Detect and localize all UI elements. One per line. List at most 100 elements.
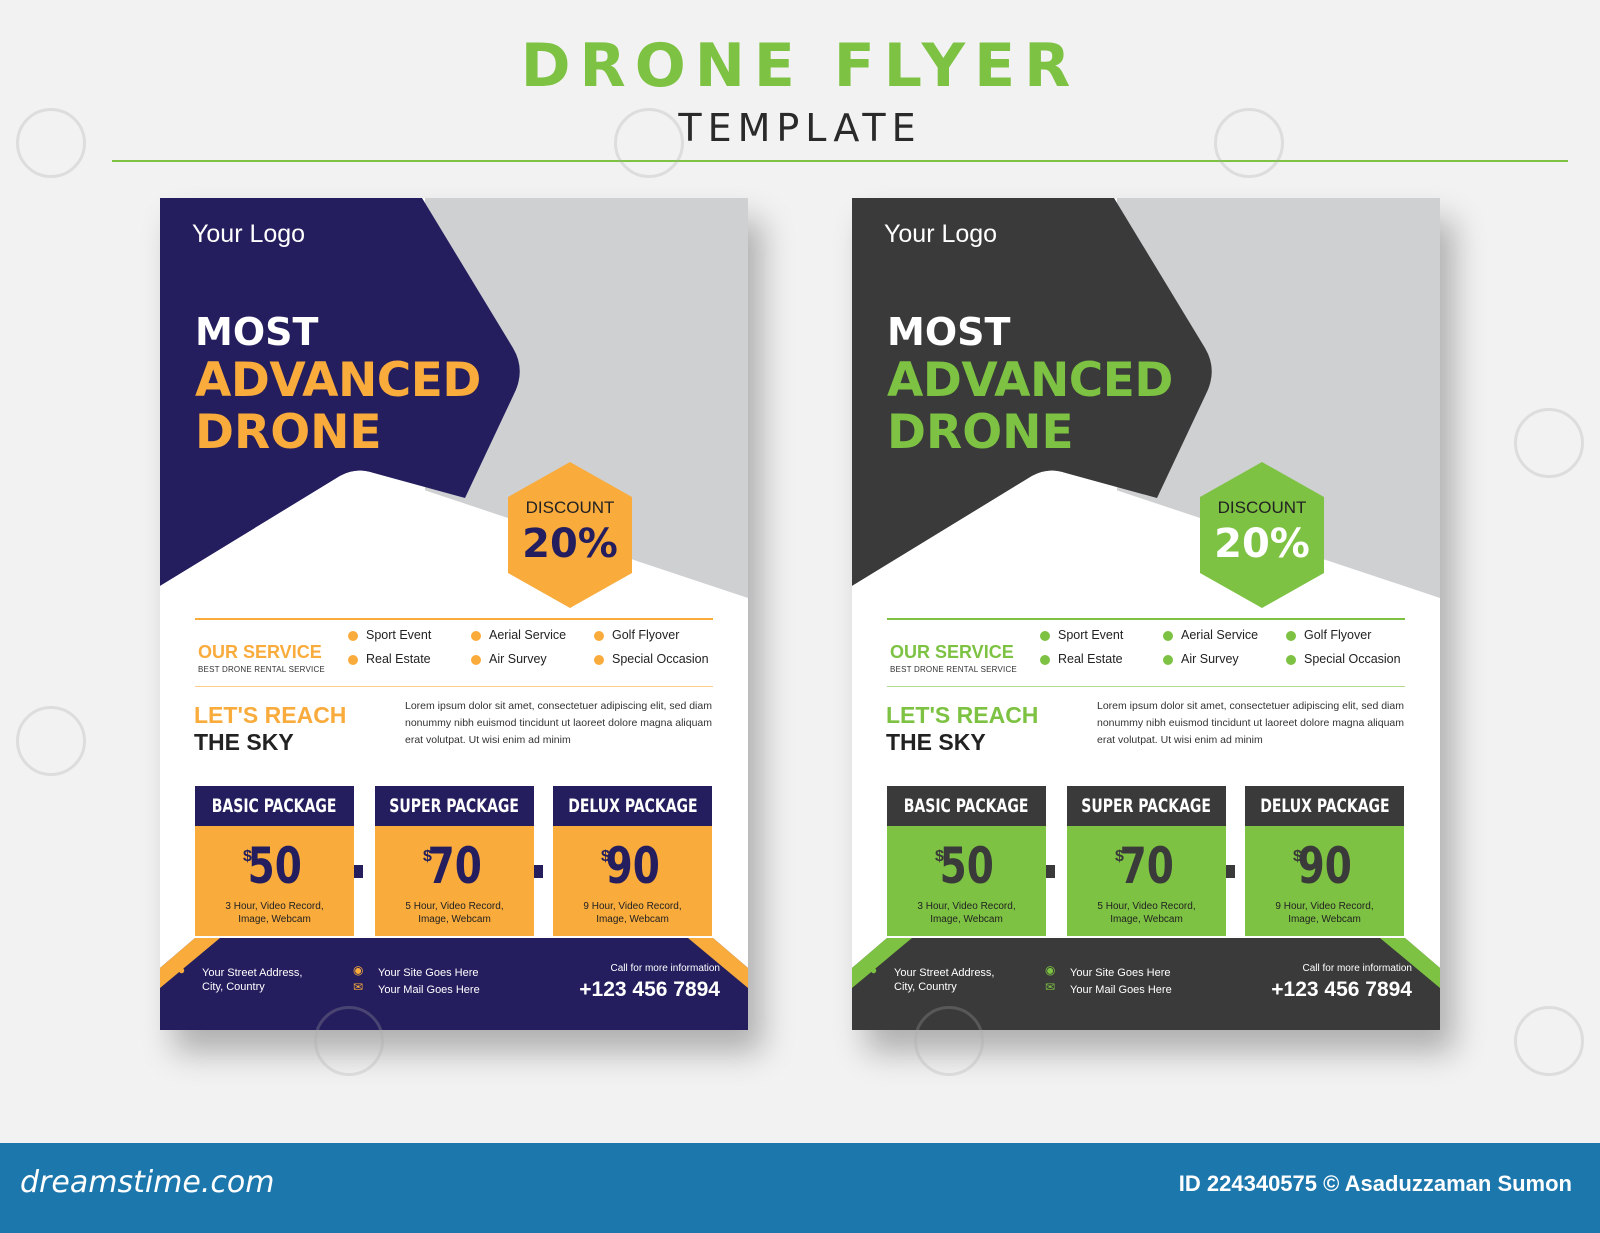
watermark-logo — [1214, 108, 1284, 178]
watermark-logo — [1514, 408, 1584, 478]
address: Your Street Address, City, Country — [202, 967, 303, 993]
title-most: MOST — [887, 310, 1011, 354]
website: Your Site Goes Here — [1070, 967, 1171, 979]
reach-title: LET'S REACH — [194, 702, 347, 728]
discount-value: 20% — [1214, 521, 1310, 567]
service-title: OUR SERVICE — [890, 642, 1014, 662]
service-item: Sport Event — [1040, 628, 1123, 642]
address: Your Street Address, City, Country — [894, 967, 995, 993]
email: Your Mail Goes Here — [1070, 984, 1172, 996]
reach-title: LET'S REACH — [886, 702, 1039, 728]
package-desc: 3 Hour, Video Record, Image, Webcam — [917, 901, 1016, 925]
title-drone: DRONE — [887, 405, 1074, 460]
watermark-logo — [914, 1006, 984, 1076]
service-item: Special Occasion — [594, 652, 709, 666]
flyer-green: Your Logo MOST ADVANCED DRONE DISCOUNT 2… — [852, 198, 1440, 1030]
bullet-icon — [471, 631, 481, 641]
email: Your Mail Goes Here — [378, 984, 480, 996]
bullet-icon — [594, 655, 604, 665]
divider-bottom — [195, 686, 713, 687]
bullet-icon — [471, 655, 481, 665]
divider-top — [887, 618, 1405, 620]
package-card-basic: $ 50 3 Hour, Video Record, Image, Webcam — [195, 826, 354, 936]
package-desc: 9 Hour, Video Record, Image, Webcam — [583, 901, 682, 925]
location-pin-icon: ● — [178, 963, 186, 977]
package-header-super: SUPER PACKAGE — [1067, 786, 1226, 826]
package-card-delux: $ 90 9 Hour, Video Record, Image, Webcam — [553, 826, 712, 936]
service-item: Special Occasion — [1286, 652, 1401, 666]
reach-subtitle: THE SKY — [194, 729, 294, 755]
service-item: Real Estate — [348, 652, 431, 666]
mail-icon: ✉ — [353, 980, 364, 994]
currency-symbol: $ — [935, 848, 944, 865]
watermark-logo — [1514, 1006, 1584, 1076]
phone-number: +123 456 7894 — [579, 978, 720, 1001]
call-label: Call for more information — [610, 963, 720, 974]
discount-value: 20% — [522, 521, 618, 567]
logo-text: Your Logo — [884, 220, 998, 248]
service-item: Aerial Service — [1163, 628, 1258, 642]
currency-symbol: $ — [423, 848, 432, 865]
currency-symbol: $ — [1293, 848, 1302, 865]
title-drone: DRONE — [195, 405, 382, 460]
page-heading: DRONE FLYER TEMPLATE — [0, 30, 1600, 150]
discount-badge: DISCOUNT 20% — [1197, 460, 1327, 610]
service-item: Golf Flyover — [594, 628, 679, 642]
package-price: 90 — [1297, 837, 1352, 895]
website: Your Site Goes Here — [378, 967, 479, 979]
package-card-super: $ 70 5 Hour, Video Record, Image, Webcam — [1067, 826, 1226, 936]
currency-symbol: $ — [1115, 848, 1124, 865]
stock-footer-bar: dreamstime.com ID 224340575 © Asaduzzama… — [0, 1143, 1600, 1233]
service-item: Aerial Service — [471, 628, 566, 642]
service-item: Air Survey — [471, 652, 547, 666]
service-subtitle: BEST DRONE RENTAL SERVICE — [890, 665, 1017, 674]
reach-subtitle: THE SKY — [886, 729, 986, 755]
package-price: 50 — [939, 837, 994, 895]
package-header-basic: BASIC PACKAGE — [195, 786, 354, 826]
service-item: Golf Flyover — [1286, 628, 1371, 642]
globe-icon: ◉ — [1045, 963, 1056, 977]
stock-credit: ID 224340575 © Asaduzzaman Sumon — [1178, 1171, 1572, 1196]
body-text: Lorem ipsum dolor sit amet, consectetuer… — [405, 700, 713, 746]
discount-label: DISCOUNT — [1217, 498, 1307, 517]
location-pin-icon: ● — [870, 963, 878, 977]
package-header-delux: DELUX PACKAGE — [553, 786, 712, 826]
service-item: Sport Event — [348, 628, 431, 642]
body-text: Lorem ipsum dolor sit amet, consectetuer… — [1097, 700, 1405, 746]
package-header-delux: DELUX PACKAGE — [1245, 786, 1404, 826]
package-card-basic: $ 50 3 Hour, Video Record, Image, Webcam — [887, 826, 1046, 936]
package-desc: 9 Hour, Video Record, Image, Webcam — [1275, 901, 1374, 925]
bullet-icon — [1286, 655, 1296, 665]
divider-top — [195, 618, 713, 620]
service-title: OUR SERVICE — [198, 642, 322, 662]
watermark-logo — [16, 706, 86, 776]
package-price: 90 — [605, 837, 660, 895]
bullet-icon — [1040, 655, 1050, 665]
hexagon-shape — [1200, 462, 1324, 608]
package-price: 70 — [1119, 837, 1174, 895]
call-label: Call for more information — [1302, 963, 1412, 974]
service-item: Air Survey — [1163, 652, 1239, 666]
bullet-icon — [348, 655, 358, 665]
logo-text: Your Logo — [192, 220, 306, 248]
bullet-icon — [1040, 631, 1050, 641]
discount-label: DISCOUNT — [525, 498, 615, 517]
bullet-icon — [348, 631, 358, 641]
watermark-logo — [314, 1006, 384, 1076]
package-header-super: SUPER PACKAGE — [375, 786, 534, 826]
stock-site-name: dreamstime.com — [20, 1165, 275, 1200]
watermark-logo — [614, 108, 684, 178]
heading-subtitle: TEMPLATE — [678, 106, 922, 150]
bullet-icon — [1163, 631, 1173, 641]
package-card-super: $ 70 5 Hour, Video Record, Image, Webcam — [375, 826, 534, 936]
globe-icon: ◉ — [353, 963, 364, 977]
bullet-icon — [1286, 631, 1296, 641]
divider-bottom — [887, 686, 1405, 687]
watermark-logo — [16, 108, 86, 178]
package-price: 50 — [247, 837, 302, 895]
package-desc: 5 Hour, Video Record, Image, Webcam — [405, 901, 504, 925]
package-desc: 3 Hour, Video Record, Image, Webcam — [225, 901, 324, 925]
hexagon-shape — [508, 462, 632, 608]
title-most: MOST — [195, 310, 319, 354]
mail-icon: ✉ — [1045, 980, 1056, 994]
